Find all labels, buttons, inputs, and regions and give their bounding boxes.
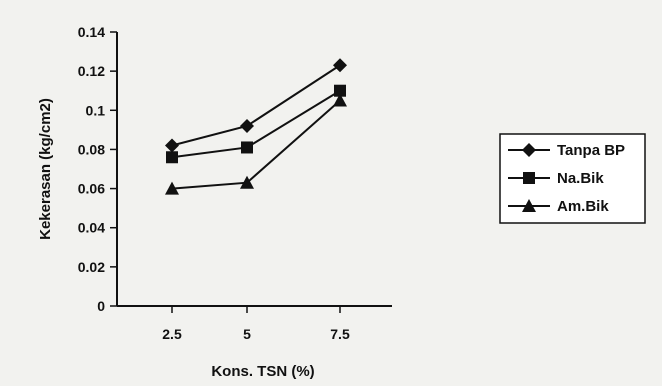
y-tick-group: 0 0.02 0.04 0.06 0.08 0.1 0.12 0.14 <box>78 24 117 314</box>
data-point-triangle <box>333 93 347 107</box>
legend-label: Na.Bik <box>557 170 604 187</box>
series-diamond <box>165 58 347 153</box>
legend-marker-diamond <box>522 143 536 157</box>
y-tick-label: 0.14 <box>78 24 105 40</box>
series-layer <box>165 58 347 195</box>
y-tick-label: 0 <box>97 298 105 314</box>
legend-marker-triangle <box>522 199 536 212</box>
y-tick-label: 0.06 <box>78 181 105 197</box>
series-triangle <box>165 93 347 195</box>
data-point-square <box>241 141 253 154</box>
series-square <box>166 84 346 164</box>
y-tick-label: 0.12 <box>78 63 105 79</box>
data-point-diamond <box>240 118 254 133</box>
y-tick-label: 0.04 <box>78 220 105 236</box>
y-axis-title: Kekerasan (kg/cm2) <box>37 98 54 240</box>
data-point-square <box>166 151 178 164</box>
legend-label: Tanpa BP <box>557 142 625 159</box>
data-point-diamond <box>333 58 347 73</box>
data-point-diamond <box>165 138 179 153</box>
data-point-square <box>334 84 346 97</box>
x-tick-group: 2.5 5 7.5 <box>162 306 350 342</box>
legend-marker-square <box>523 172 535 184</box>
x-tick-label: 2.5 <box>162 326 182 342</box>
y-tick-label: 0.1 <box>86 102 106 118</box>
data-point-triangle <box>165 181 179 195</box>
x-axis-title: Kons. TSN (%) <box>211 363 314 380</box>
legend-label: Am.Bik <box>557 198 609 215</box>
y-tick-label: 0.08 <box>78 141 105 157</box>
x-tick-label: 5 <box>243 326 251 342</box>
data-point-triangle <box>240 175 254 189</box>
x-tick-label: 7.5 <box>330 326 350 342</box>
legend: Tanpa BP Na.Bik Am.Bik <box>499 133 646 224</box>
y-tick-label: 0.02 <box>78 259 105 275</box>
